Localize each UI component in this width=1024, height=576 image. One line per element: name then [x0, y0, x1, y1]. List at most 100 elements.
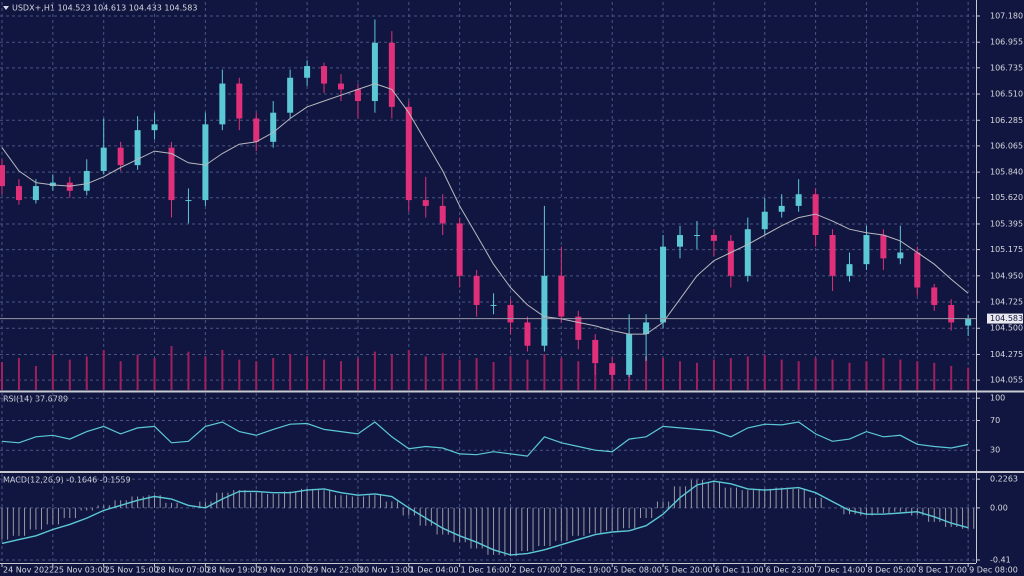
volume-bar: [221, 350, 224, 390]
candle-body: [778, 205, 785, 212]
symbol-menu-icon[interactable]: [3, 6, 9, 10]
volume-bar: [323, 359, 326, 390]
moving-average: [1, 83, 969, 335]
volume-bar: [390, 354, 393, 390]
x-tick-label: 29 Nov 10:00: [257, 566, 311, 575]
volume-bar: [255, 361, 258, 390]
volume-bar: [475, 358, 478, 390]
candle-body: [473, 275, 480, 305]
candle-body: [422, 200, 429, 206]
candle-body: [626, 334, 633, 375]
y-tick-label: 30: [990, 446, 1000, 455]
last-price-box: [987, 313, 1023, 324]
chart-title: USDX+,H1 104.523 104.613 104.433 104.583: [12, 4, 197, 13]
volume-bar: [679, 361, 681, 390]
y-tick-label: 105.395: [990, 219, 1023, 228]
candle-body: [846, 264, 853, 276]
volume-bar: [967, 367, 970, 390]
x-tick-label: 9 Dec 08:00: [969, 566, 1018, 575]
volume-bar: [289, 354, 292, 390]
candle-body: [660, 246, 667, 323]
y-tick-label: 100: [990, 394, 1005, 403]
candle-body: [338, 83, 344, 90]
candle-body: [727, 240, 734, 276]
candle-body: [863, 235, 870, 265]
candle-body: [761, 211, 768, 230]
x-tick-label: 8 Dec 05:00: [867, 566, 916, 575]
candle-body: [897, 252, 904, 259]
volume-bar: [577, 361, 580, 390]
candle-body: [371, 42, 378, 102]
candle-body: [117, 147, 124, 166]
volume-bar: [509, 356, 512, 390]
candle-body: [236, 83, 243, 119]
volume-bar: [407, 350, 410, 390]
y-tick-label: 104.055: [990, 376, 1023, 385]
y-tick-label: 106.510: [990, 90, 1023, 99]
candle-body: [83, 170, 90, 191]
candle-body: [32, 186, 39, 201]
volume-bar: [899, 359, 902, 390]
last-price-label: 104.583: [990, 314, 1023, 323]
indicator-title: RSI(14) 37.6789: [3, 395, 68, 404]
volume-bar: [814, 358, 817, 390]
volume-bar: [1, 362, 3, 390]
indicator-title: MACD(12,26,9) -0.1646 -0.1559: [3, 476, 131, 485]
x-tick-label: 25 Nov 03:00: [54, 566, 108, 575]
volume-bar: [746, 356, 749, 390]
volume-bar: [136, 354, 139, 390]
volume-bar: [594, 364, 597, 390]
candle-body: [490, 304, 497, 306]
volume-bar: [950, 366, 953, 390]
candle-body: [609, 363, 616, 375]
y-tick-label: 0.2263: [990, 475, 1018, 484]
y-tick-label: -0.41: [990, 555, 1011, 564]
candle-body: [405, 106, 412, 201]
volume-bar: [780, 359, 783, 390]
volume-bar: [712, 359, 715, 390]
y-tick-label: 106.285: [990, 116, 1023, 125]
candle-body: [354, 89, 361, 102]
candle-body: [185, 200, 192, 202]
candle-body: [100, 147, 107, 171]
candle-body: [744, 229, 751, 276]
volume-bar: [306, 356, 309, 390]
x-tick-label: 1 Dec 16:00: [461, 566, 510, 575]
candle-body: [219, 83, 226, 125]
volume-bar: [187, 351, 190, 390]
x-tick-label: 25 Nov 15:00: [105, 566, 159, 575]
x-tick-label: 2 Dec 19:00: [562, 566, 611, 575]
volume-bar: [170, 346, 173, 390]
volume-bar: [933, 362, 936, 390]
y-tick-label: 104.950: [990, 271, 1023, 280]
candle-body: [693, 235, 700, 237]
candle-body: [15, 186, 22, 201]
volume-bar: [662, 358, 665, 390]
x-tick-label: 8 Dec 17:00: [918, 566, 967, 575]
x-tick-label: 30 Nov 13:00: [359, 566, 413, 575]
candle-body: [0, 165, 5, 187]
candle-body: [202, 124, 209, 201]
volume-bar: [645, 356, 648, 390]
volume-bar: [102, 350, 105, 390]
y-tick-label: 0.00: [990, 503, 1008, 512]
volume-bar: [882, 358, 885, 390]
volume-bar: [373, 351, 376, 390]
candle-body: [287, 77, 294, 113]
y-tick-label: 70: [990, 416, 1000, 425]
y-tick-label: 105.840: [990, 168, 1023, 177]
y-tick-label: 106.065: [990, 141, 1023, 150]
candle-body: [507, 304, 514, 323]
y-tick-label: 106.735: [990, 63, 1023, 72]
candle-body: [914, 252, 921, 288]
y-tick-label: 107.180: [990, 11, 1023, 20]
volume-bar: [85, 356, 88, 390]
candle-body: [134, 130, 141, 166]
macd-signal-line: [1, 480, 969, 556]
candle-body: [49, 182, 56, 187]
y-tick-label: 105.175: [990, 245, 1023, 254]
candle-body: [643, 322, 650, 335]
candle-body: [151, 124, 158, 131]
